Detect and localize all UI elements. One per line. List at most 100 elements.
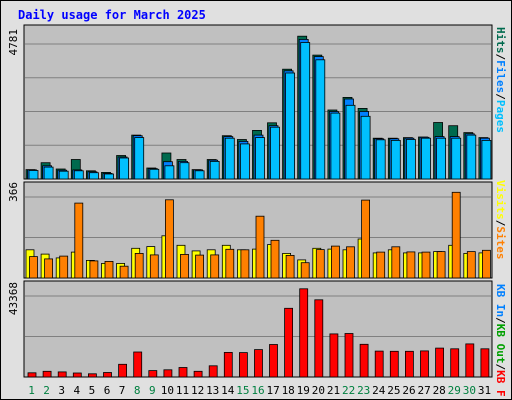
bar-kb-day-26 [404, 350, 414, 378]
bar-pages-day-20 [315, 59, 326, 180]
bar-kb-day-11 [178, 367, 188, 378]
legend-kb: KB In/KB Out/KB F [494, 284, 507, 397]
bar-pages-day-4 [73, 170, 84, 180]
x-label-day-11: 11 [176, 384, 189, 397]
bar-kb-day-6 [103, 372, 112, 378]
bar-kb-day-30 [465, 343, 475, 378]
x-label-day-12: 12 [191, 384, 204, 397]
x-label-day-20: 20 [312, 384, 325, 397]
bar-sites-day-18 [285, 254, 295, 279]
bar-pages-day-23 [360, 115, 371, 180]
x-label-day-31: 31 [478, 384, 491, 397]
bar-kb-day-27 [420, 350, 429, 378]
bar-pages-day-16 [255, 137, 265, 180]
bar-sites-day-28 [436, 251, 446, 279]
legend-item: Visits [494, 180, 507, 220]
bar-kb-day-7 [118, 363, 127, 378]
x-label-day-24: 24 [372, 384, 386, 397]
x-label-day-1: 1 [28, 384, 35, 397]
bar-kb-day-29 [450, 348, 460, 378]
bar-pages-day-5 [89, 172, 99, 180]
x-label-day-22: 22 [342, 384, 355, 397]
bar-sites-day-6 [104, 260, 114, 279]
bar-pages-day-14 [224, 137, 235, 180]
bar-sites-day-24 [376, 251, 386, 279]
x-label-day-21: 21 [327, 384, 340, 397]
bar-sites-day-10 [164, 199, 174, 279]
x-label-day-5: 5 [89, 384, 96, 397]
bar-kb-day-4 [72, 372, 82, 378]
bar-pages-day-17 [270, 126, 280, 180]
bar-pages-day-19 [300, 42, 311, 180]
chart-bars [25, 35, 492, 378]
bar-sites-day-15 [240, 249, 250, 279]
bar-sites-day-23 [361, 199, 371, 279]
legend-item: / [494, 93, 507, 100]
x-label-day-27: 27 [417, 384, 430, 397]
legend-item: / [494, 54, 507, 61]
bar-kb-day-14 [223, 351, 233, 378]
bar-sites-day-8 [134, 252, 144, 279]
bar-pages-day-31 [481, 139, 492, 180]
bar-sites-day-22 [346, 246, 355, 279]
legend-item: Hits [494, 27, 507, 54]
bar-sites-day-31 [481, 249, 491, 279]
bar-pages-day-8 [134, 137, 145, 180]
bar-sites-day-17 [270, 239, 280, 279]
legend-item: / [494, 317, 507, 324]
bar-sites-day-2 [44, 258, 53, 279]
bar-kb-day-21 [329, 333, 339, 378]
bar-sites-day-1 [29, 256, 38, 279]
bar-kb-day-8 [133, 351, 143, 378]
x-label-day-30: 30 [463, 384, 476, 397]
bar-pages-day-15 [239, 143, 250, 180]
bar-kb-day-20 [314, 299, 324, 378]
hits-ymax-label: 4781 [7, 29, 20, 56]
bar-sites-day-19 [300, 262, 310, 279]
bar-pages-day-1 [28, 170, 39, 180]
x-label-day-29: 29 [448, 384, 461, 397]
x-label-day-8: 8 [134, 384, 141, 397]
bar-pages-day-24 [375, 139, 386, 180]
bar-kb-day-18 [284, 307, 294, 378]
bar-pages-day-2 [43, 166, 54, 180]
bar-sites-day-4 [74, 202, 84, 279]
bar-pages-day-29 [451, 137, 462, 180]
bar-sites-day-14 [225, 248, 235, 279]
bar-pages-day-28 [436, 137, 447, 180]
x-label-day-13: 13 [206, 384, 219, 397]
bar-sites-day-11 [180, 253, 189, 279]
legend-item: Files [494, 60, 507, 93]
x-label-day-9: 9 [149, 384, 156, 397]
kb-ymax-label: 43368 [7, 282, 20, 315]
x-label-day-23: 23 [357, 384, 370, 397]
bar-sites-day-29 [451, 191, 461, 279]
bar-sites-day-26 [406, 251, 416, 279]
legend-sites-visits: Visits/Sites [494, 180, 507, 260]
bar-pages-day-11 [179, 162, 190, 180]
bar-sites-day-9 [149, 254, 159, 279]
legend-item: KB F [494, 370, 507, 397]
bar-kb-day-17 [269, 344, 278, 378]
legend-item: / [494, 220, 507, 227]
x-label-day-28: 28 [433, 384, 446, 397]
bar-pages-day-10 [164, 165, 175, 180]
bar-pages-day-12 [194, 170, 205, 180]
bar-kb-day-28 [435, 347, 445, 378]
bar-kb-day-12 [193, 370, 203, 378]
bar-kb-day-2 [42, 370, 52, 378]
bar-pages-day-7 [119, 157, 129, 180]
bar-sites-day-3 [59, 255, 69, 279]
x-label-day-25: 25 [387, 384, 400, 397]
x-label-day-19: 19 [297, 384, 310, 397]
legend-pages-files-hits: Hits/Files/Pages [494, 27, 507, 133]
bar-kb-day-9 [148, 370, 158, 378]
grid-lines [25, 43, 491, 337]
chart-title: Daily usage for March 2025 [18, 8, 206, 22]
legend-item: KB In [494, 284, 507, 317]
bar-pages-day-13 [209, 160, 220, 180]
bar-pages-day-22 [345, 104, 356, 180]
bar-sites-day-13 [210, 254, 220, 279]
bar-kb-day-1 [27, 372, 37, 378]
